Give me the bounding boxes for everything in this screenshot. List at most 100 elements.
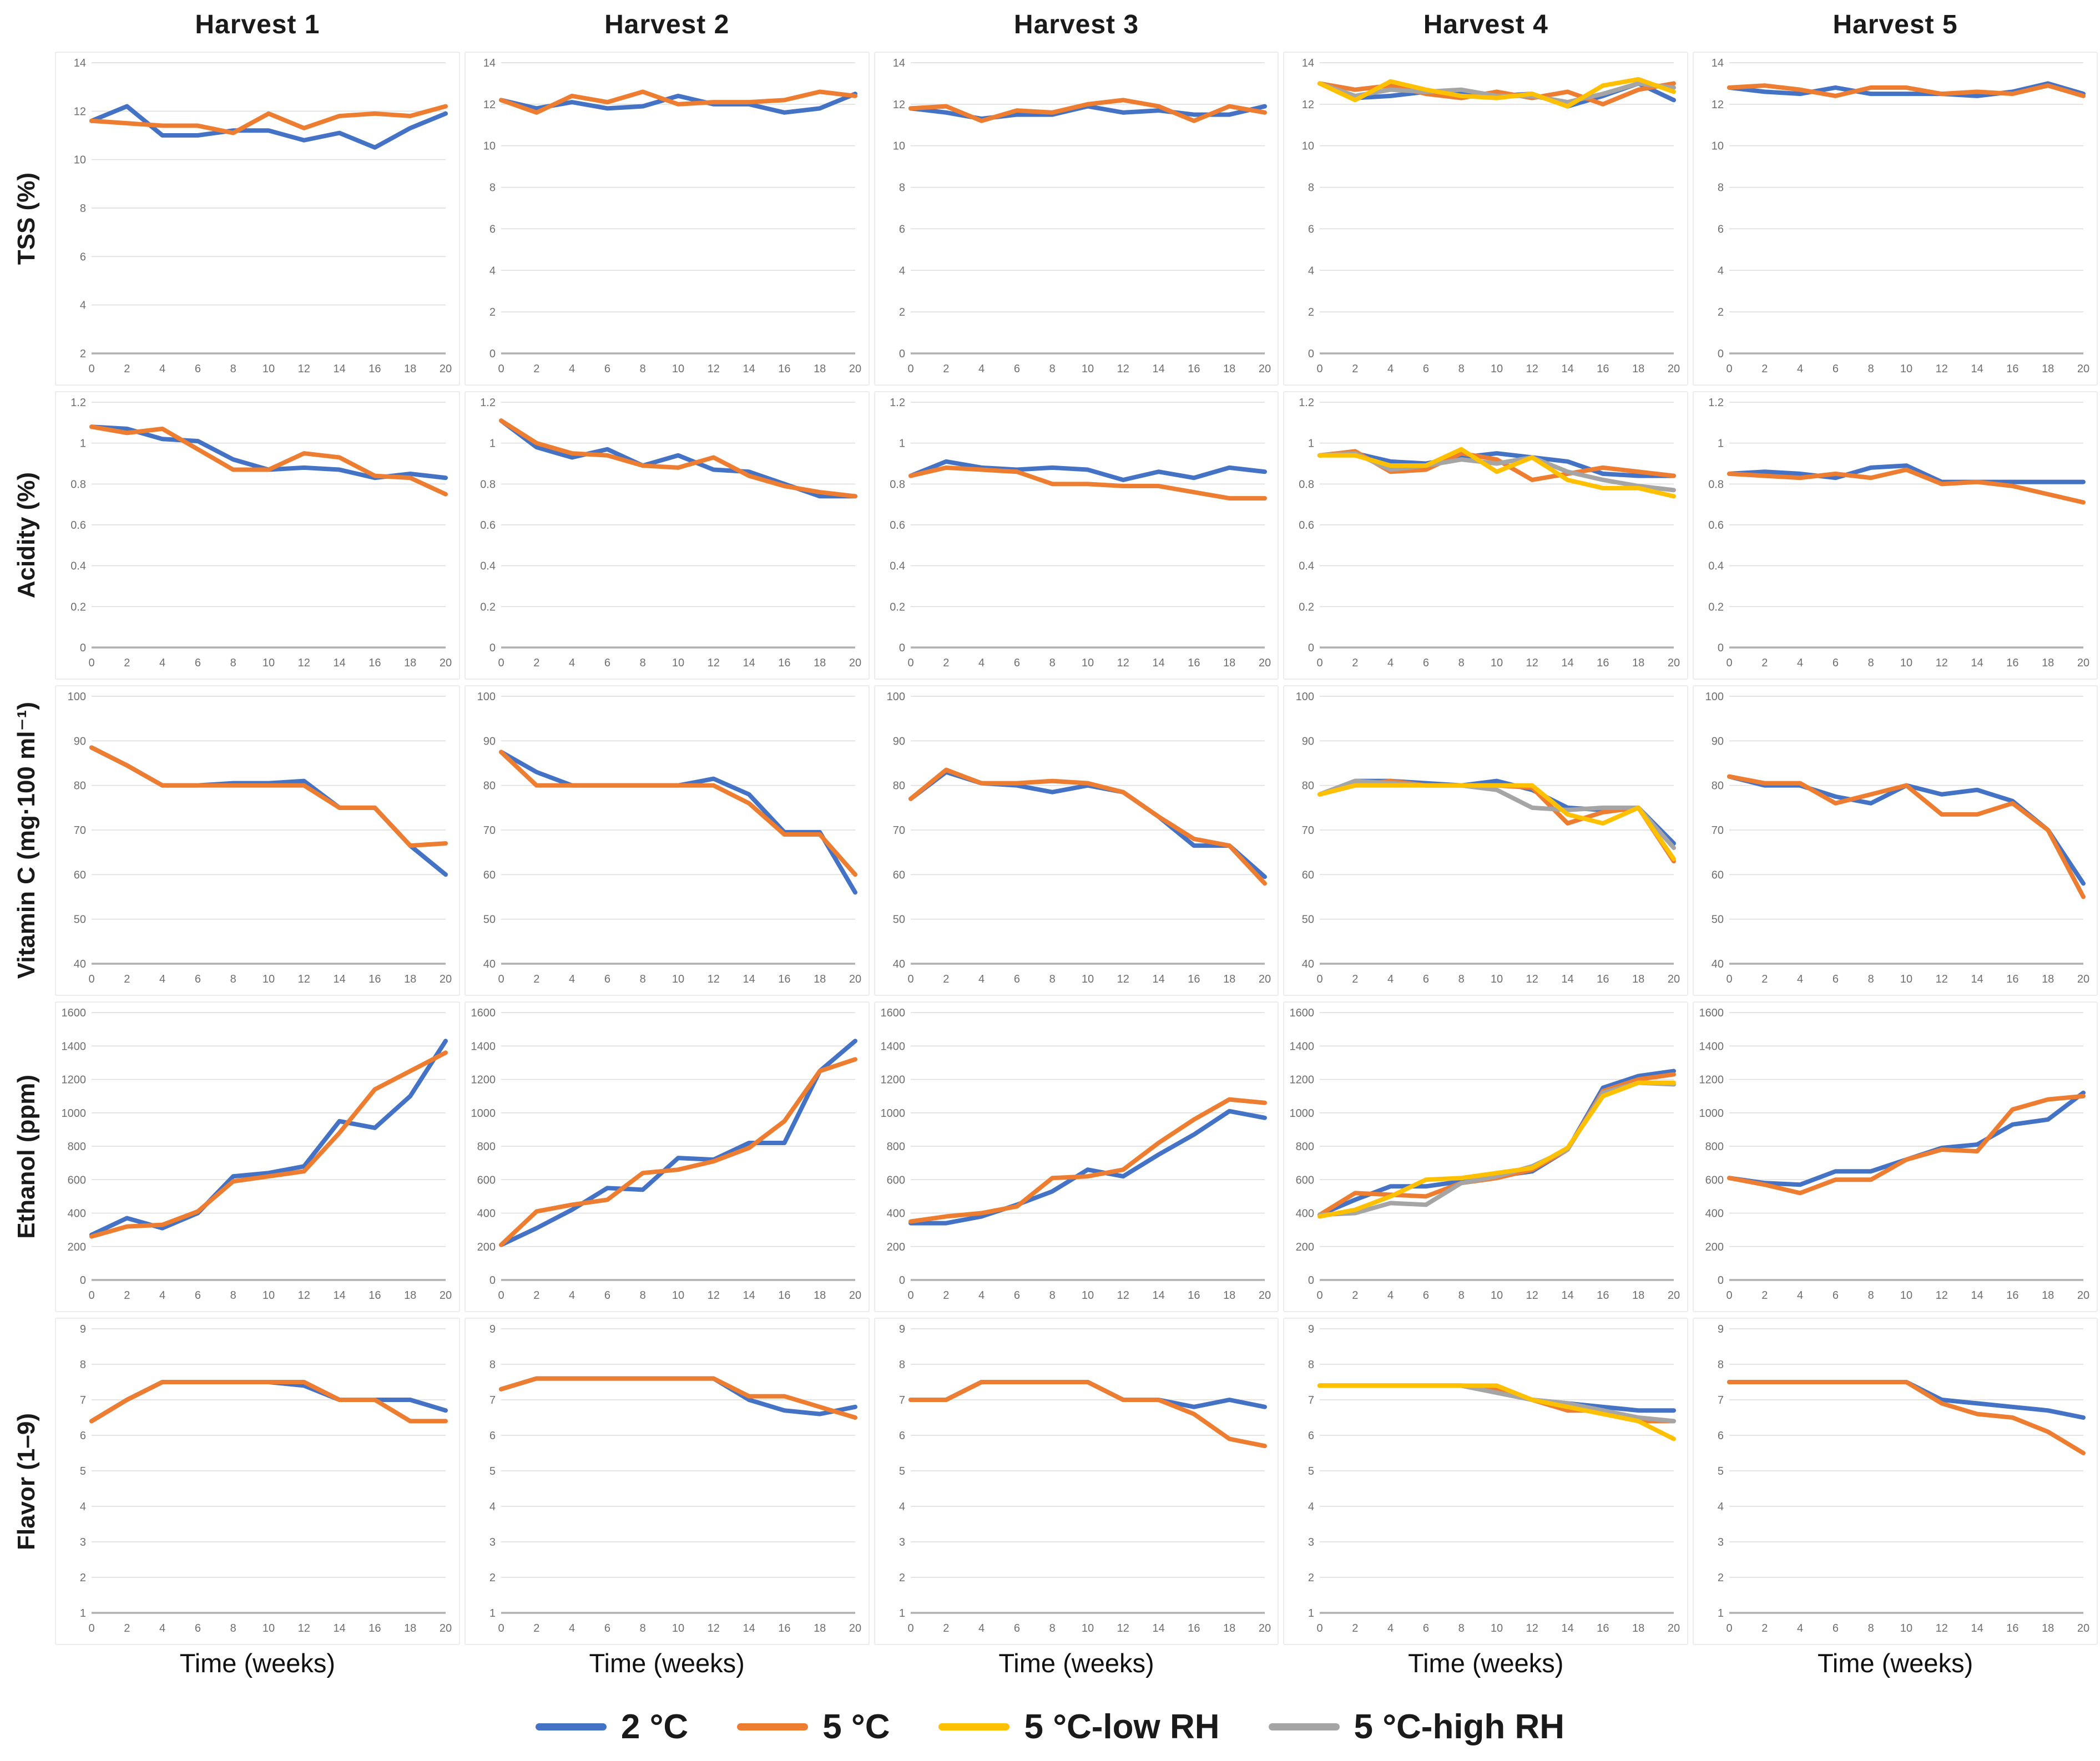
svg-text:10: 10 <box>1491 363 1503 375</box>
svg-text:600: 600 <box>1296 1174 1314 1186</box>
svg-text:20: 20 <box>1668 363 1680 375</box>
line-chart-tss-harvest-2: 0 2 4 6 8 10 12 14 0 2 4 6 8 10 12 14 16 18 20 <box>483 57 861 375</box>
svg-text:20: 20 <box>2077 1622 2089 1635</box>
svg-text:12: 12 <box>1936 657 1948 669</box>
svg-text:18: 18 <box>814 1289 826 1302</box>
svg-text:40: 40 <box>74 958 86 970</box>
svg-text:6: 6 <box>604 973 610 985</box>
svg-text:8: 8 <box>80 1359 86 1371</box>
svg-text:18: 18 <box>404 973 416 985</box>
svg-text:14: 14 <box>1562 973 1574 985</box>
svg-text:200: 200 <box>1296 1241 1314 1253</box>
svg-text:4: 4 <box>1718 265 1724 277</box>
svg-text:2: 2 <box>1352 1622 1359 1635</box>
legend-item-c5: 5 °C <box>737 1707 890 1747</box>
svg-text:1600: 1600 <box>471 1007 496 1019</box>
svg-text:8: 8 <box>1049 973 1055 985</box>
svg-text:60: 60 <box>74 869 86 881</box>
svg-text:14: 14 <box>1152 1289 1164 1302</box>
legend-label: 5 °C <box>822 1707 890 1746</box>
svg-text:8: 8 <box>1868 1622 1874 1635</box>
svg-text:6: 6 <box>1833 363 1839 375</box>
chart-panel-r2-c3: 40 50 60 70 80 90 100 0 2 4 6 8 10 12 14 16 18 20 <box>874 685 1279 996</box>
svg-text:2: 2 <box>1308 306 1314 318</box>
svg-text:4: 4 <box>569 1289 575 1302</box>
svg-text:16: 16 <box>368 1622 381 1635</box>
svg-text:2: 2 <box>943 1289 949 1302</box>
svg-text:1200: 1200 <box>471 1074 496 1086</box>
svg-text:0: 0 <box>907 973 913 985</box>
svg-text:6: 6 <box>1423 1289 1429 1302</box>
chart-panel-r4-c4: 1 2 3 4 5 6 7 8 9 0 2 4 6 8 10 12 14 16 18 20 <box>1283 1318 1689 1645</box>
svg-text:0: 0 <box>1718 348 1724 360</box>
row-label-0: TSS (%) <box>0 49 53 388</box>
svg-text:12: 12 <box>298 973 310 985</box>
svg-text:1600: 1600 <box>1699 1007 1724 1019</box>
svg-text:18: 18 <box>1632 973 1644 985</box>
legend-item-c2: 2 °C <box>535 1707 688 1747</box>
svg-text:4: 4 <box>1387 363 1394 375</box>
svg-text:16: 16 <box>368 657 381 669</box>
svg-text:0: 0 <box>1317 363 1323 375</box>
svg-text:4: 4 <box>1797 657 1803 669</box>
svg-text:14: 14 <box>743 1289 755 1302</box>
svg-text:0: 0 <box>88 657 94 669</box>
svg-text:7: 7 <box>1308 1394 1314 1406</box>
svg-text:8: 8 <box>1718 1359 1724 1371</box>
svg-text:4: 4 <box>898 265 905 277</box>
column-title-text: Harvest 2 <box>604 9 730 39</box>
svg-text:2: 2 <box>1308 1572 1314 1584</box>
svg-text:20: 20 <box>1668 1622 1680 1635</box>
svg-text:1.2: 1.2 <box>70 397 86 409</box>
svg-text:200: 200 <box>68 1241 86 1253</box>
column-title-harvest-5: Harvest 5 <box>1690 0 2100 49</box>
svg-text:10: 10 <box>672 973 684 985</box>
svg-text:16: 16 <box>368 1289 381 1302</box>
svg-text:6: 6 <box>1833 1289 1839 1302</box>
svg-text:6: 6 <box>195 657 201 669</box>
svg-text:14: 14 <box>1302 57 1314 69</box>
svg-text:100: 100 <box>68 691 86 703</box>
svg-text:10: 10 <box>1491 657 1503 669</box>
svg-text:8: 8 <box>230 363 236 375</box>
svg-text:40: 40 <box>892 958 905 970</box>
svg-text:18: 18 <box>404 1622 416 1635</box>
svg-text:2: 2 <box>489 1572 496 1584</box>
svg-text:4: 4 <box>489 265 496 277</box>
svg-text:4: 4 <box>159 363 165 375</box>
svg-text:10: 10 <box>262 657 275 669</box>
svg-text:4: 4 <box>1308 265 1314 277</box>
svg-text:10: 10 <box>1081 1622 1093 1635</box>
line-chart-ethanol-harvest-4: 0 200 400 600 800 1000 1200 1400 1600 0 2 4 6 8 10 12 14… <box>1290 1007 1680 1302</box>
svg-text:1: 1 <box>489 1607 496 1620</box>
svg-text:6: 6 <box>489 1430 496 1442</box>
svg-text:0: 0 <box>1317 1289 1323 1302</box>
svg-text:400: 400 <box>1705 1208 1724 1220</box>
svg-text:10: 10 <box>483 140 496 153</box>
svg-text:4: 4 <box>159 657 165 669</box>
svg-text:0: 0 <box>489 642 496 654</box>
svg-text:12: 12 <box>1526 1289 1538 1302</box>
svg-text:12: 12 <box>483 99 496 111</box>
svg-text:8: 8 <box>1308 1359 1314 1371</box>
svg-text:12: 12 <box>298 657 310 669</box>
line-chart-tss-harvest-4: 0 2 4 6 8 10 12 14 0 2 4 6 8 10 12 14 16 18 20 <box>1302 57 1680 375</box>
svg-text:6: 6 <box>1718 1430 1724 1442</box>
svg-text:3: 3 <box>1308 1536 1314 1549</box>
svg-text:20: 20 <box>849 1289 861 1302</box>
svg-text:6: 6 <box>195 1289 201 1302</box>
svg-text:2: 2 <box>1718 306 1724 318</box>
svg-text:5: 5 <box>1718 1465 1724 1477</box>
svg-text:20: 20 <box>2077 657 2089 669</box>
svg-text:10: 10 <box>892 140 905 153</box>
svg-text:0.2: 0.2 <box>890 601 905 613</box>
svg-text:20: 20 <box>1668 973 1680 985</box>
svg-text:9: 9 <box>1308 1323 1314 1335</box>
svg-text:2: 2 <box>1352 1289 1359 1302</box>
svg-text:10: 10 <box>262 1289 275 1302</box>
svg-text:8: 8 <box>1458 973 1465 985</box>
svg-text:2: 2 <box>124 1622 130 1635</box>
